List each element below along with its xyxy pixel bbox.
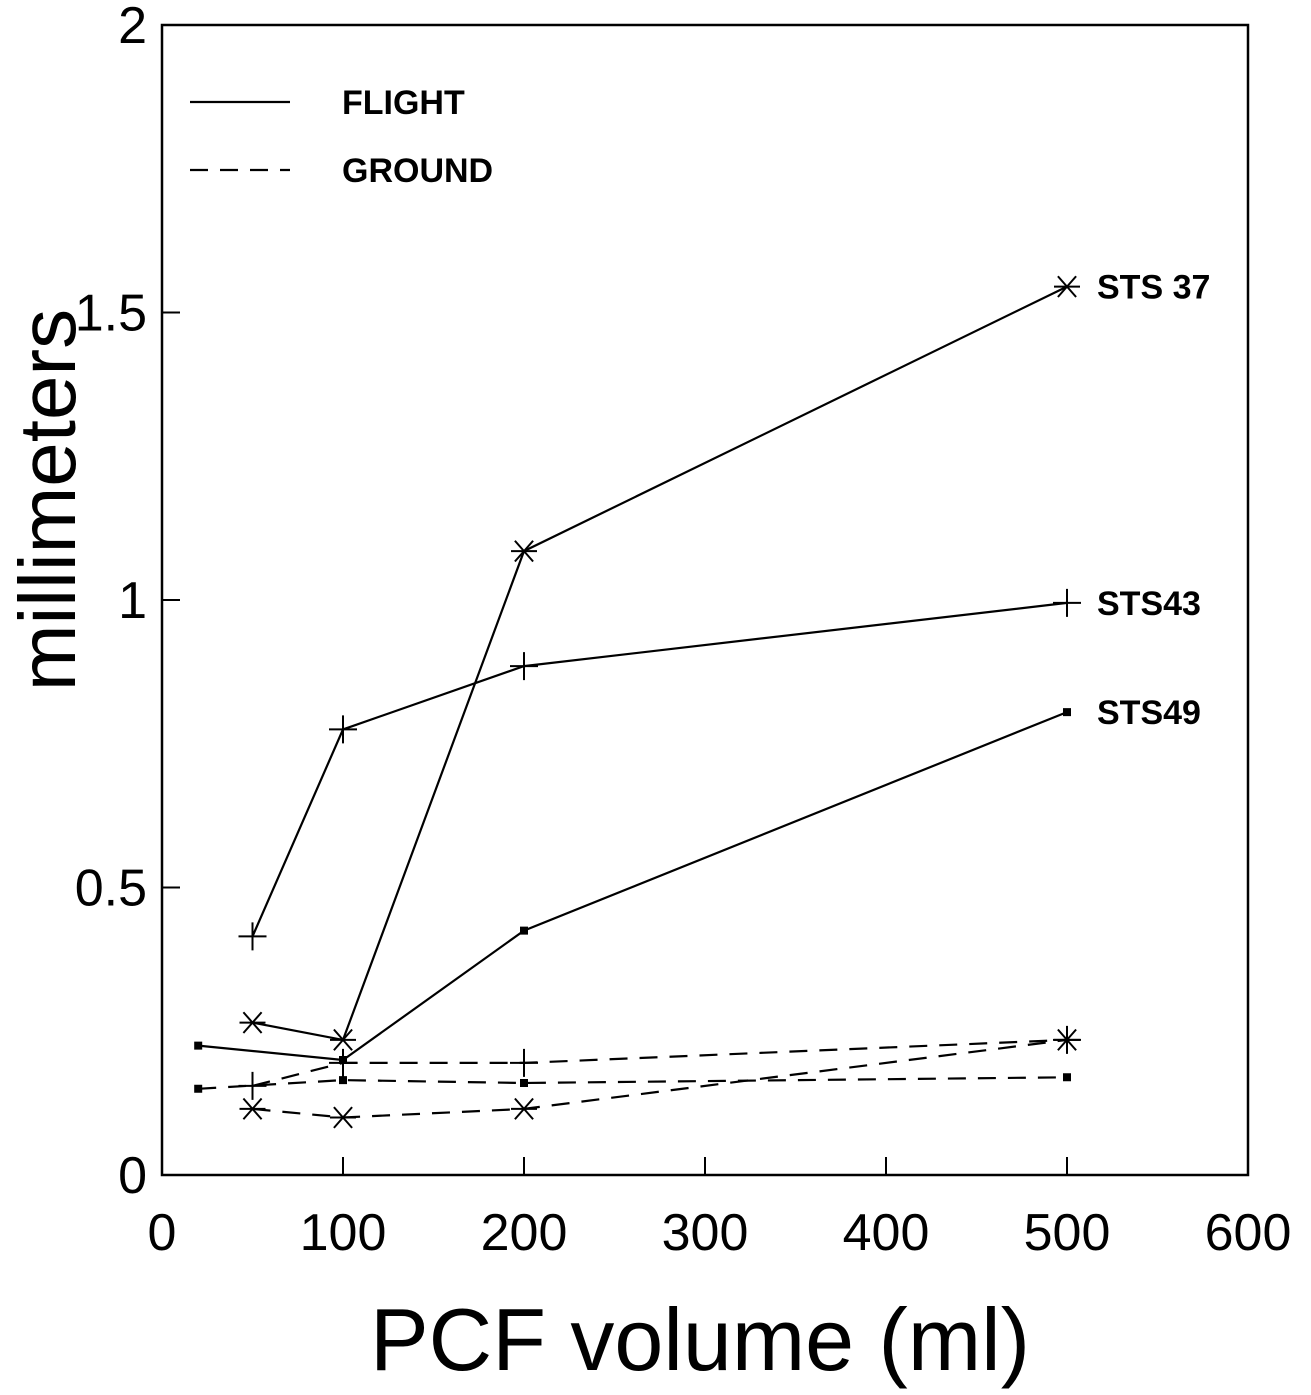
x-tick-label: 500 [1024,1204,1111,1262]
data-point [514,1097,534,1120]
series-line [198,1076,1068,1090]
series-ground-4 [238,1025,1081,1100]
series-flight-1 [238,588,1081,951]
legend-label: FLIGHT [342,84,465,122]
y-tick-label: 2 [118,0,147,55]
series-end-label: STS 37 [1097,269,1210,307]
legend-label: GROUND [342,152,493,190]
x-tick-label: 300 [662,1204,749,1262]
series-line [252,1038,1068,1087]
y-tick-label: 0 [118,1147,147,1205]
data-point [242,1097,263,1120]
axes: 0 100 200 300 400 500 600 0 0.5 1 1.5 2 [75,0,1292,1262]
data-point [1063,708,1071,717]
data-point [1063,1073,1071,1082]
series-ground-5 [194,1073,1071,1093]
data-point [194,1084,203,1093]
x-tick-label: 400 [843,1204,930,1262]
plot-frame [160,23,1250,1177]
data-point [333,1106,353,1129]
series-end-label: STS43 [1097,585,1201,623]
data-point [520,926,528,935]
data-point [242,1011,263,1034]
y-tick-label: 0.5 [75,860,147,918]
series-line [198,711,1068,1062]
y-tick-label: 1 [118,572,147,630]
y-axis-title: millimeters [3,309,92,691]
x-axis-title: PCF volume (ml) [370,1290,1030,1389]
series-line [251,601,1068,937]
data-point [520,1079,528,1087]
data-point [339,1076,347,1085]
series-line [252,285,1068,1042]
series-layer: STS 37 STS43 STS49 [194,269,1210,1129]
series-flight-2 [194,708,1071,1064]
data-point [1057,275,1077,298]
data-point [194,1041,203,1050]
x-tick-label: 0 [148,1204,177,1262]
y-tick-label: 1.5 [75,285,147,343]
series-flight-0 [239,275,1080,1051]
x-tick-label: 200 [481,1204,568,1262]
x-tick-label: 600 [1205,1204,1292,1262]
x-tick-label: 100 [300,1204,387,1262]
legend: FLIGHT GROUND [190,84,493,190]
series-end-label: STS49 [1097,694,1201,732]
data-point [514,540,534,563]
series-line [252,1038,1068,1119]
data-point [333,1028,353,1051]
